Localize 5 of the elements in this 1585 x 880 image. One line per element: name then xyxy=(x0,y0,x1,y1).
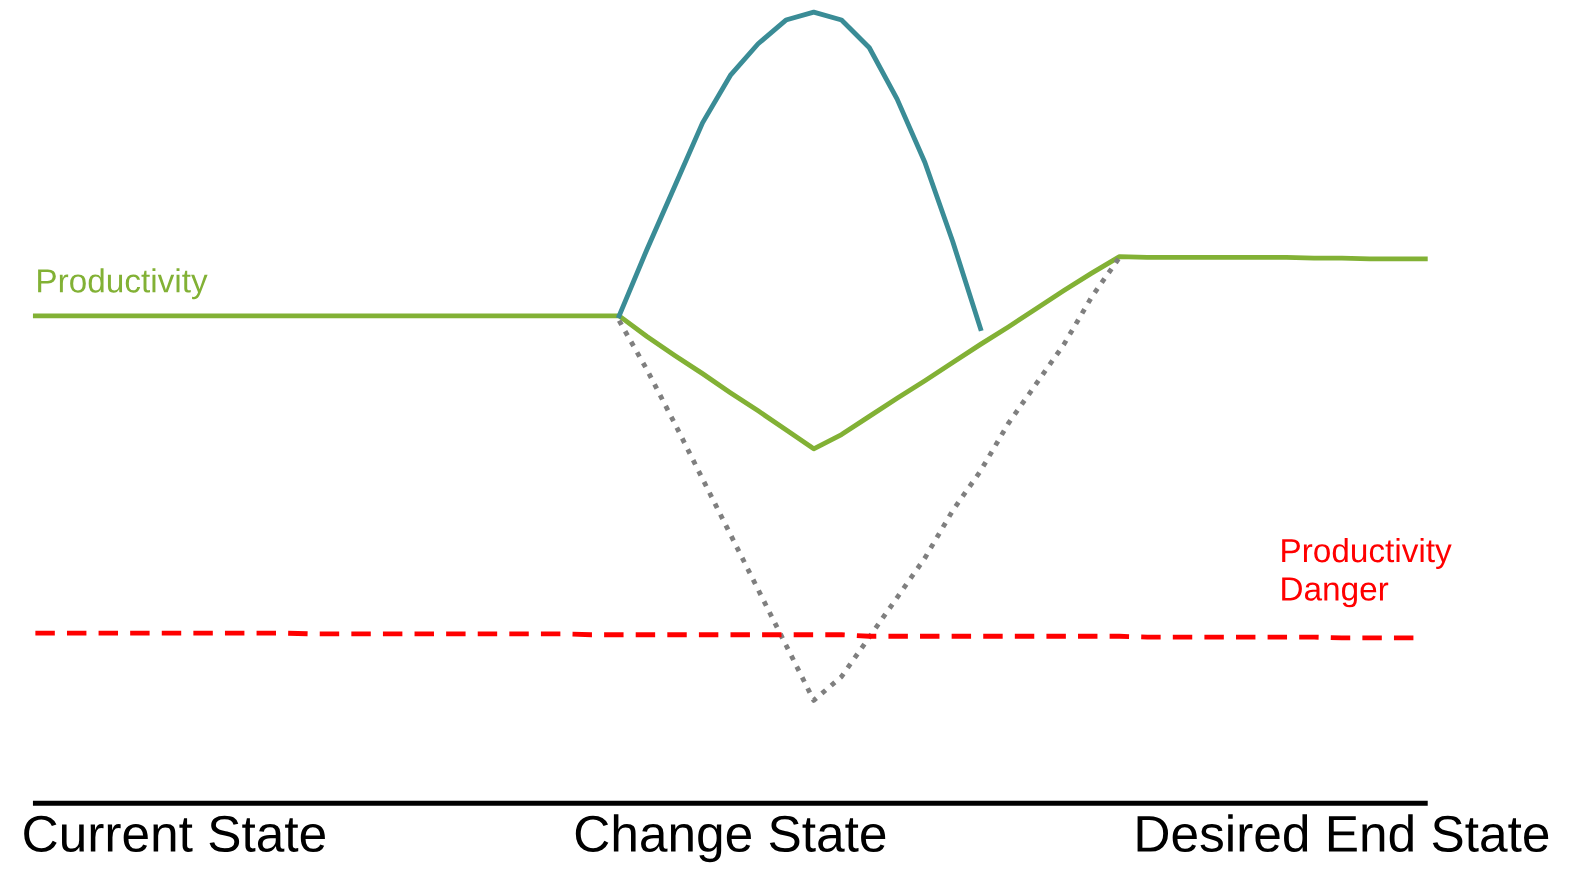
x-tick-label: Desired End State xyxy=(1137,814,1549,853)
series-label: Productivity xyxy=(38,268,208,300)
x-tick-label: Change State xyxy=(575,814,886,863)
series-label: Productivity Danger xyxy=(1282,537,1452,608)
x-tick-label: Current State xyxy=(24,815,325,853)
